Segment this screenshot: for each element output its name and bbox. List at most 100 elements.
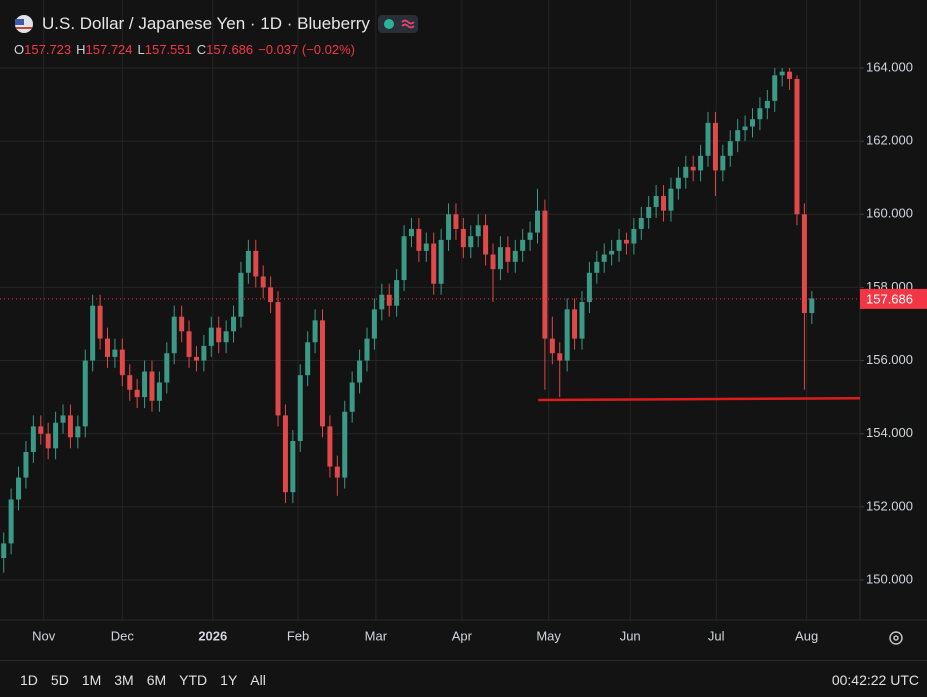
chart-title: U.S. Dollar / Japanese Yen · 1D · Bluebe… — [42, 14, 370, 33]
candle-body — [497, 247, 503, 270]
candle-body — [327, 426, 333, 467]
candle-body — [394, 280, 400, 306]
candle-body — [223, 331, 229, 343]
candle-body — [179, 316, 185, 332]
candle-body — [712, 122, 718, 171]
y-tick-label: 160.000 — [866, 206, 913, 221]
candle-body — [794, 78, 800, 215]
candle-body — [134, 389, 140, 398]
candle-body — [490, 254, 496, 270]
candle-body — [38, 426, 44, 434]
candle-body — [231, 316, 237, 332]
candle-body — [475, 225, 481, 237]
range-button[interactable]: All — [250, 671, 266, 688]
candle-body — [750, 119, 755, 127]
candle-body — [809, 298, 815, 314]
candle-body — [334, 466, 340, 478]
candle-body — [609, 250, 615, 255]
candle-body — [119, 349, 125, 376]
candle-body — [698, 155, 704, 171]
candle-body — [364, 338, 370, 361]
x-tick-label: Jul — [708, 628, 725, 643]
candle-body — [801, 214, 807, 314]
candle-body — [446, 214, 452, 240]
trendline — [538, 396, 861, 402]
range-button[interactable]: 1M — [81, 671, 102, 688]
candle-body — [579, 302, 585, 339]
x-tick-label: Apr — [452, 628, 473, 643]
candle-body — [594, 261, 600, 273]
candle-body — [386, 294, 392, 306]
x-tick-label: May — [536, 628, 561, 643]
candle-body — [483, 225, 489, 255]
chart: 150.000152.000154.000156.000158.000160.0… — [0, 0, 927, 645]
title-row: U.S. Dollar / Japanese Yen · 1D · Bluebe… — [14, 14, 420, 34]
candle-body — [416, 228, 422, 251]
candle-body — [53, 422, 59, 449]
candle-body — [320, 320, 325, 427]
settings-icon[interactable] — [889, 631, 903, 645]
candle-body — [45, 433, 51, 449]
range-button[interactable]: YTD — [179, 671, 208, 688]
last-price-box — [860, 288, 927, 309]
settings-icon-core[interactable] — [893, 635, 899, 641]
candle-body — [408, 228, 414, 237]
candle-body — [260, 276, 266, 288]
y-tick-label: 154.000 — [866, 425, 913, 440]
candle-body — [527, 232, 533, 240]
candle-body — [586, 272, 592, 303]
candle-body — [97, 305, 103, 339]
range-button[interactable]: 1Y — [220, 671, 238, 688]
ohlc-key: C — [196, 42, 207, 57]
candle-body — [431, 243, 437, 284]
candle-body — [742, 126, 748, 131]
candle-body — [690, 166, 696, 171]
candle-body — [1, 543, 7, 559]
candle-body — [60, 415, 66, 423]
candle-body — [646, 206, 652, 218]
ohlc-value: 157.551 — [144, 42, 192, 57]
candle-body — [186, 331, 192, 357]
ohlc-key: L — [137, 42, 145, 57]
candle-body — [8, 499, 14, 544]
candle-body — [164, 353, 170, 383]
candle-body — [23, 451, 29, 478]
y-tick-label: 156.000 — [866, 352, 913, 367]
candle-body — [564, 309, 570, 361]
candle-body — [772, 75, 778, 101]
range-buttons: 1D 5D 1M 3M 6M YTD 1Y All — [0, 672, 273, 688]
candle-body — [245, 250, 251, 273]
range-button[interactable]: 1D — [20, 671, 38, 688]
candle-body — [683, 166, 689, 178]
candle-body — [30, 426, 36, 452]
candle-body — [675, 177, 681, 189]
candle-body — [787, 71, 793, 79]
range-button[interactable]: 3M — [114, 671, 134, 688]
candle-body — [238, 272, 244, 317]
settings-icon-ring[interactable] — [889, 631, 903, 645]
x-tick-label: Jun — [620, 628, 641, 643]
candle-body — [453, 214, 459, 229]
candle-body — [720, 155, 726, 171]
approx-icon — [401, 19, 415, 29]
candle-body — [127, 375, 133, 390]
candle-body — [623, 239, 629, 244]
candle-body — [601, 254, 607, 262]
ohlc-value: 157.723 — [24, 42, 72, 57]
candle-body — [112, 349, 118, 357]
ohlc-item: O157.723 — [14, 42, 71, 57]
candle-body — [90, 305, 96, 361]
y-tick-label: 164.000 — [866, 59, 913, 74]
candle-body — [668, 188, 674, 211]
range-button[interactable]: 5D — [50, 671, 69, 688]
y-tick-label: 152.000 — [866, 498, 913, 513]
ohlc-key: H — [76, 42, 86, 57]
candle-body — [423, 243, 429, 251]
candle-body — [82, 360, 88, 427]
candle-body — [342, 411, 348, 478]
range-button[interactable]: 6M — [146, 671, 167, 688]
candle-body — [438, 239, 444, 284]
candle-body — [216, 327, 222, 343]
candle-body — [638, 217, 644, 229]
candle-body — [312, 320, 318, 343]
